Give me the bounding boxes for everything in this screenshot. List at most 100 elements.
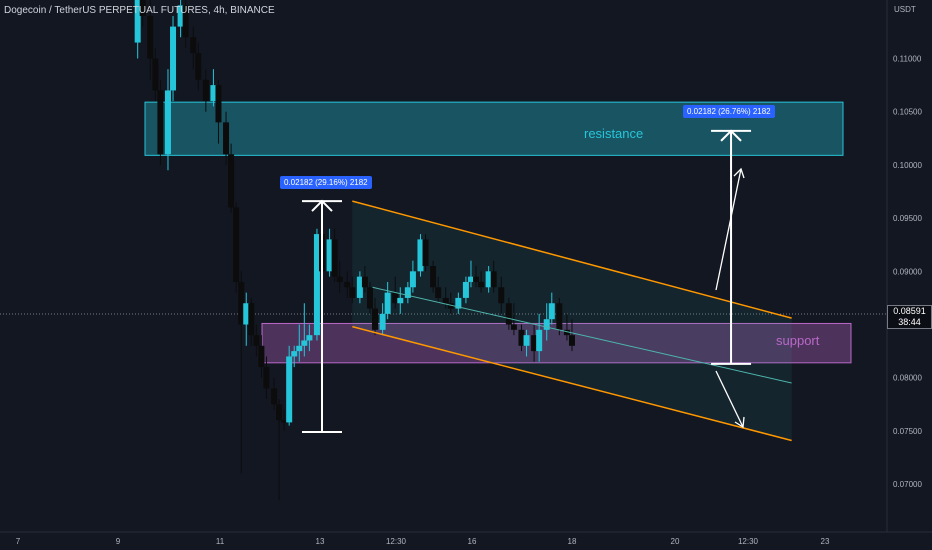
- candle-body-48: [417, 239, 424, 272]
- candle-body-51: [435, 287, 442, 298]
- bar-countdown: 38:44: [898, 317, 921, 327]
- time-tick-8: 12:30: [738, 537, 759, 546]
- candle-1: [139, 0, 146, 27]
- price-axis[interactable]: [887, 0, 932, 532]
- candle-body-1: [139, 0, 146, 16]
- candle-body-18: [243, 303, 250, 325]
- candle-11: [202, 69, 209, 112]
- candle-body-20: [253, 335, 260, 346]
- candle-body-60: [490, 271, 497, 288]
- candle-body-43: [384, 292, 391, 314]
- candle-body-12: [210, 85, 217, 102]
- candle-48: [417, 234, 424, 277]
- symbol-title[interactable]: Dogecoin / TetherUS PERPETUAL FUTURES, 4…: [4, 5, 275, 16]
- candle-body-11: [202, 79, 209, 102]
- channel-upper-line[interactable]: [352, 200, 792, 319]
- time-axis[interactable]: [0, 532, 932, 550]
- candle-body-69: [548, 303, 555, 320]
- candle-body-7: [177, 5, 184, 27]
- time-tick-6: 18: [568, 537, 577, 546]
- candle-body-45: [397, 297, 404, 304]
- candle-body-59: [485, 271, 492, 288]
- candle-body-63: [510, 324, 517, 330]
- candle-5: [164, 69, 171, 171]
- candle-body-64: [518, 329, 525, 346]
- projection-up-arrowhead: [733, 167, 745, 179]
- candle-22: [263, 356, 270, 399]
- price-tick-6: 0.10000: [893, 161, 922, 170]
- time-tick-1: 9: [116, 537, 121, 546]
- candle-21: [258, 335, 265, 378]
- support-zone[interactable]: [261, 322, 852, 364]
- candle-56: [467, 260, 474, 288]
- candle-body-27: [291, 351, 298, 357]
- candle-72: [568, 319, 575, 352]
- candle-41: [372, 297, 379, 336]
- price-tick-1: 0.07500: [893, 427, 922, 436]
- candle-54: [455, 292, 462, 314]
- candle-37: [349, 276, 356, 304]
- candle-body-53: [447, 303, 454, 309]
- candle-body-36: [344, 281, 351, 288]
- time-tick-0: 7: [16, 537, 21, 546]
- candle-20: [253, 324, 260, 357]
- candle-30: [306, 324, 313, 352]
- resistance-label: resistance: [584, 126, 644, 141]
- candle-body-66: [531, 335, 538, 352]
- candle-47: [409, 260, 416, 293]
- candle-39: [361, 266, 368, 293]
- candle-67: [536, 313, 543, 362]
- candle-62: [505, 297, 512, 330]
- candle-body-3: [152, 58, 159, 91]
- candle-9: [190, 26, 197, 70]
- projection-down-line: [715, 370, 744, 428]
- last-price-value: 0.08591: [893, 306, 926, 316]
- candle-66: [531, 324, 538, 362]
- candle-3: [152, 47, 159, 102]
- price-tick-0: 0.07000: [893, 480, 922, 489]
- time-tick-3: 13: [316, 537, 325, 546]
- candle-body-13: [215, 85, 222, 123]
- candle-body-56: [467, 276, 474, 282]
- measurement-label-left: 0.02182 (29.16%) 2182: [280, 176, 372, 189]
- candle-body-57: [473, 276, 480, 282]
- candle-body-5: [164, 90, 171, 155]
- candle-body-68: [543, 319, 550, 330]
- channel-mid-line[interactable]: [372, 286, 792, 384]
- candle-51: [435, 276, 442, 304]
- candle-body-38: [356, 276, 363, 298]
- candle-31: [313, 228, 320, 341]
- candle-49: [422, 234, 429, 272]
- time-tick-4: 12:30: [386, 537, 407, 546]
- candle-19: [248, 297, 255, 346]
- candle-10: [195, 42, 202, 91]
- candle-body-39: [361, 276, 368, 288]
- currency-label: USDT: [894, 5, 916, 14]
- candle-13: [215, 79, 222, 144]
- price-tick-7: 0.10500: [893, 108, 922, 117]
- candle-58: [478, 271, 485, 293]
- price-tick-8: 0.11000: [893, 55, 922, 64]
- measurements[interactable]: [302, 129, 752, 433]
- candle-body-2: [147, 15, 154, 59]
- candle-body-37: [349, 287, 356, 298]
- candle-body-41: [372, 308, 379, 330]
- price-tick-2: 0.08000: [893, 374, 922, 383]
- candle-0: [134, 0, 141, 59]
- candle-42: [379, 303, 386, 336]
- candle-24: [276, 399, 283, 501]
- candle-25: [281, 409, 288, 431]
- support-label: support: [776, 333, 820, 348]
- candle-53: [447, 292, 454, 314]
- projection-down-arrowhead: [734, 416, 745, 429]
- candle-body-16: [233, 207, 240, 282]
- candle-body-67: [536, 329, 543, 352]
- candle-18: [243, 292, 250, 346]
- candle-body-33: [326, 239, 333, 272]
- candle-4: [157, 79, 164, 165]
- channel-lower-line[interactable]: [352, 325, 792, 442]
- candle-52: [442, 287, 449, 309]
- candle-29: [301, 303, 308, 357]
- candle-body-46: [404, 287, 411, 298]
